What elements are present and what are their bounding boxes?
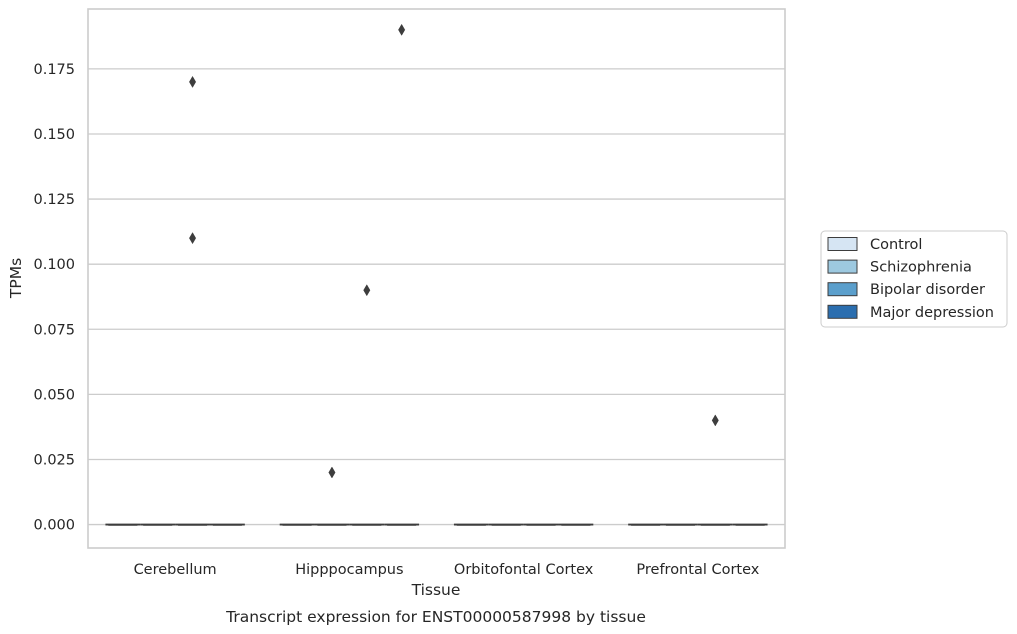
y-tick-label: 0.000 [33, 518, 75, 534]
x-axis-label: Tissue [411, 581, 461, 599]
legend-swatch [827, 282, 858, 297]
y-axis-label: TPMs [7, 258, 25, 299]
y-tick-label: 0.175 [33, 62, 75, 78]
y-tick-label: 0.100 [33, 257, 75, 273]
legend-swatch [827, 304, 858, 319]
y-tick-label: 0.150 [33, 127, 75, 143]
outlier-point [328, 466, 336, 479]
legend-label: Major depression [870, 305, 994, 321]
outlier-point [189, 232, 197, 245]
x-tick-label: Cerebellum [134, 562, 217, 578]
boxes [105, 523, 768, 526]
y-tick-label: 0.075 [33, 322, 75, 338]
legend-label: Control [870, 237, 922, 253]
y-tick-label: 0.050 [33, 387, 75, 403]
outlier-point [363, 284, 371, 297]
legend-label: Schizophrenia [870, 260, 972, 276]
outlier-point [398, 23, 406, 36]
legend-frame [820, 230, 1008, 328]
legend-swatch [827, 259, 858, 274]
legend: Control Schizophrenia Bipolar disorder Majo… [820, 230, 1008, 328]
x-tick-label: Prefrontal Cortex [636, 562, 759, 578]
gridlines [88, 68, 785, 526]
outlier-point [711, 414, 719, 427]
legend-swatch [827, 237, 858, 251]
x-axis-ticks: Cerebellum Hipppocampus Orbitofontal Corte… [134, 562, 760, 578]
x-tick-label: Orbitofontal Cortex [454, 562, 594, 578]
outlier-point [189, 75, 197, 88]
chart-caption: Transcript expression for ENST0000058799… [225, 608, 646, 626]
legend-label: Bipolar disorder [870, 282, 985, 298]
x-tick-label: Hipppocampus [295, 562, 403, 578]
outliers [189, 23, 719, 479]
y-tick-label: 0.025 [33, 452, 75, 468]
y-tick-label: 0.125 [33, 192, 75, 208]
y-axis-ticks: 0.000 0.025 0.050 0.075 0.100 0.125 0.150 0.175 [33, 62, 75, 534]
plot-area-frame [87, 8, 786, 549]
